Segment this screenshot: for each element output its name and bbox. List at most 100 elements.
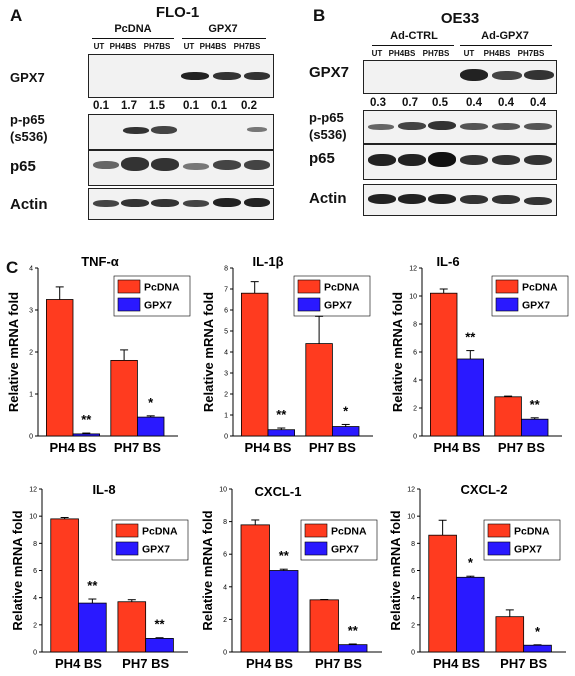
legend-swatch-gpx7 [487, 541, 511, 556]
legend-label: PcDNA [331, 526, 367, 538]
significance-mark: ** [465, 330, 476, 345]
legend-swatch-pcdna [495, 279, 519, 294]
quant-value: 1.7 [121, 100, 137, 112]
bar-pcdna [309, 599, 339, 653]
y-tick-label: 6 [413, 350, 417, 357]
legend-label: PcDNA [144, 282, 180, 294]
y-tick-label: 12 [29, 487, 37, 494]
legend-label: PcDNA [522, 282, 558, 294]
quant-value: 0.3 [370, 97, 386, 109]
quant-value: 0.4 [498, 97, 514, 109]
quant-value: 0.2 [241, 100, 257, 112]
y-tick-label: 10 [409, 294, 417, 301]
significance-mark: ** [87, 578, 98, 593]
row-label-gpx7: GPX7 [10, 70, 45, 85]
bar-gpx7 [456, 358, 485, 437]
row-label-p65: p65 [309, 150, 335, 167]
y-tick-label: 8 [413, 322, 417, 329]
legend-box [300, 519, 378, 561]
row-label-actin: Actin [309, 190, 347, 207]
chart-title: TNF-α [81, 254, 119, 269]
row-label-actin: Actin [10, 196, 48, 213]
x-tick-label: PH4 BS [245, 440, 292, 455]
quant-value: 0.1 [183, 100, 199, 112]
lane-label: PH7BS [517, 49, 545, 58]
blot-a-p65 [88, 150, 274, 186]
bar-pcdna [428, 534, 457, 653]
bar-pcdna [240, 292, 269, 437]
lane-label: UT [463, 49, 475, 58]
significance-mark: ** [530, 397, 541, 412]
bar-pcdna [50, 518, 79, 653]
y-axis-label: Relative mRNA fold [200, 510, 215, 630]
y-tick-label: 4 [411, 595, 415, 602]
legend-box [111, 519, 189, 561]
y-tick-label: 6 [411, 568, 415, 575]
legend-label: PcDNA [514, 526, 550, 538]
blot-a-gpx7 [88, 54, 274, 98]
significance-mark: * [148, 395, 154, 410]
legend-swatch-pcdna [487, 523, 511, 538]
bar-gpx7 [269, 570, 299, 653]
lane-label: PH4BS [483, 49, 511, 58]
row-label-s536: (s536) [309, 127, 347, 142]
x-tick-label: PH7 BS [500, 656, 547, 671]
x-tick-label: PH7 BS [498, 440, 545, 455]
significance-mark: ** [279, 548, 290, 563]
panel-b-group-2-line [460, 45, 552, 46]
panel-b-group-1: Ad-CTRL [390, 30, 438, 42]
chart-title: CXCL-1 [255, 484, 302, 499]
legend-label: GPX7 [522, 300, 550, 312]
y-tick-label: 3 [29, 308, 33, 315]
significance-mark: * [535, 624, 541, 639]
bar-gpx7 [338, 644, 368, 653]
significance-mark: ** [81, 412, 92, 427]
lane-label: UT [93, 42, 105, 51]
legend-label: GPX7 [144, 300, 172, 312]
bar-gpx7 [136, 416, 165, 437]
y-tick-label: 10 [29, 514, 37, 521]
x-tick-label: PH4 BS [433, 656, 480, 671]
bar-gpx7 [523, 644, 552, 653]
y-axis-label: Relative mRNA fold [388, 510, 403, 630]
lane-label: PH4BS [199, 42, 227, 51]
legend-swatch-pcdna [117, 279, 141, 294]
x-tick-label: PH7 BS [114, 440, 161, 455]
blot-b-p-p65 [363, 110, 557, 144]
y-tick-label: 6 [224, 308, 228, 315]
y-tick-label: 12 [409, 266, 417, 273]
bar-gpx7 [521, 418, 549, 437]
y-tick-label: 10 [219, 487, 227, 494]
legend-swatch-gpx7 [115, 541, 139, 556]
legend-swatch-gpx7 [304, 541, 328, 556]
y-tick-label: 0 [223, 650, 227, 657]
significance-mark: * [468, 555, 474, 570]
y-tick-label: 4 [223, 584, 227, 591]
legend-box [113, 275, 191, 317]
y-tick-label: 4 [413, 378, 417, 385]
lane-label: UT [371, 49, 383, 58]
legend-label: GPX7 [514, 544, 542, 556]
panel-a-group-2-line [182, 38, 266, 39]
bar-pcdna [429, 292, 458, 437]
legend-swatch-gpx7 [117, 297, 141, 312]
y-tick-label: 6 [223, 552, 227, 559]
quant-value: 1.5 [149, 100, 165, 112]
significance-mark: ** [348, 623, 359, 638]
blot-a-actin [88, 188, 274, 220]
bar-pcdna [117, 601, 147, 653]
x-tick-label: PH4 BS [50, 440, 97, 455]
bar-gpx7 [145, 638, 174, 653]
quant-value: 0.1 [211, 100, 227, 112]
legend-label: PcDNA [324, 282, 360, 294]
panel-a-group-1-line [92, 38, 174, 39]
panel-a-group-1: PcDNA [114, 23, 152, 35]
legend-label: GPX7 [142, 544, 170, 556]
y-tick-label: 2 [413, 406, 417, 413]
lane-label: UT [183, 42, 195, 51]
y-tick-label: 4 [33, 595, 37, 602]
y-axis-label: Relative mRNA fold [390, 292, 405, 412]
y-axis-label: Relative mRNA fold [201, 292, 216, 412]
x-tick-label: PH7 BS [315, 656, 362, 671]
row-label-p-p65: p-p65 [309, 110, 344, 125]
